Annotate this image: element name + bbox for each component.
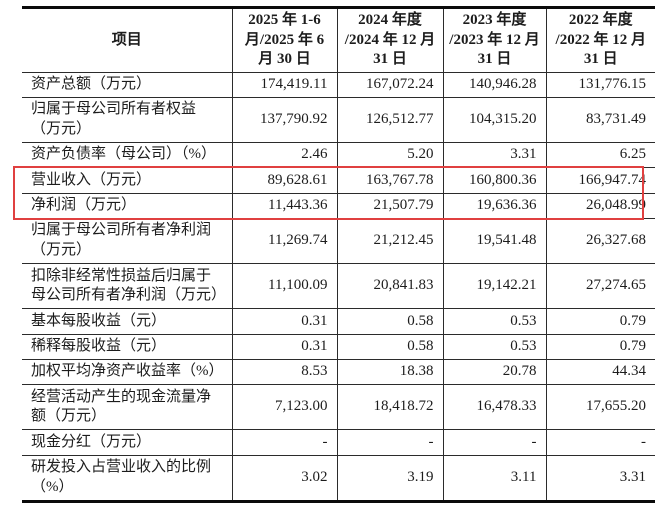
row-value: 21,507.79 xyxy=(336,192,444,219)
row-value: 3.11 xyxy=(442,454,547,503)
row-value: 104,315.20 xyxy=(442,96,547,144)
row-item-label: 归属于母公司所有者净利润（万元） xyxy=(22,217,233,265)
row-value: 2.46 xyxy=(231,142,338,169)
row-value: 11,269.74 xyxy=(231,217,338,265)
row-value: 11,443.36 xyxy=(231,192,338,219)
row-item-label: 研发投入占营业收入的比例（%） xyxy=(22,454,233,503)
row-value: 0.53 xyxy=(442,308,547,335)
row-value: 83,731.49 xyxy=(545,96,655,144)
row-value: 163,767.78 xyxy=(336,167,444,194)
row-value: - xyxy=(545,429,655,456)
row-value: 137,790.92 xyxy=(231,96,338,144)
row-value: 27,274.65 xyxy=(545,263,655,310)
row-value: 16,478.33 xyxy=(442,384,547,431)
row-item-label: 净利润（万元） xyxy=(22,192,233,219)
row-item-label: 营业收入（万元） xyxy=(22,167,233,194)
row-value: - xyxy=(442,429,547,456)
table-row: 资产总额（万元） 174,419.11 167,072.24 140,946.28 13… xyxy=(22,71,655,98)
table-row: 加权平均净资产收益率（%） 8.53 18.38 20.78 44.34 xyxy=(22,358,655,386)
row-item-label: 稀释每股收益（元） xyxy=(22,333,233,360)
table-row: 基本每股收益（元） 0.31 0.58 0.53 0.79 xyxy=(22,308,655,335)
row-value: 6.25 xyxy=(545,142,655,169)
row-value: 3.31 xyxy=(442,142,547,169)
row-item-label: 现金分红（万元） xyxy=(22,429,233,456)
table-row: 经营活动产生的现金流量净额（万元） 7,123.00 18,418.72 16,478… xyxy=(22,384,655,431)
column-header-item: 项目 xyxy=(22,7,233,73)
row-value: 167,072.24 xyxy=(336,71,444,98)
row-value: - xyxy=(336,429,444,456)
row-value: 3.19 xyxy=(336,454,444,503)
row-value: 131,776.15 xyxy=(545,71,655,98)
row-value: 0.31 xyxy=(231,308,338,335)
table-row: 归属于母公司所有者权益（万元） 137,790.92 126,512.77 104,3… xyxy=(22,96,655,144)
row-item-label: 经营活动产生的现金流量净额（万元） xyxy=(22,384,233,431)
column-header-fy2023: 2023 年度 /2023 年 12 月 31 日 xyxy=(442,7,547,73)
row-value: - xyxy=(231,429,338,456)
header-row: 项目 2025 年 1-6 月/2025 年 6 月 30 日 2024 年度 /2… xyxy=(22,7,655,73)
row-item-label: 资产总额（万元） xyxy=(22,71,233,98)
financial-summary-table: 项目 2025 年 1-6 月/2025 年 6 月 30 日 2024 年度 /2… xyxy=(22,6,655,503)
row-value: 18.38 xyxy=(336,358,444,386)
row-value: 3.31 xyxy=(545,454,655,503)
row-value: 19,142.21 xyxy=(442,263,547,310)
row-item-label: 扣除非经常性损益后归属于母公司所有者净利润（万元） xyxy=(22,263,233,310)
table-row: 营业收入（万元） 89,628.61 163,767.78 160,800.36 166… xyxy=(22,167,655,194)
table-row: 归属于母公司所有者净利润（万元） 11,269.74 21,212.45 19,541… xyxy=(22,217,655,265)
row-item-label: 归属于母公司所有者权益（万元） xyxy=(22,96,233,144)
row-value: 160,800.36 xyxy=(442,167,547,194)
row-value: 21,212.45 xyxy=(336,217,444,265)
table-row: 资产负债率（母公司）（%） 2.46 5.20 3.31 6.25 xyxy=(22,142,655,169)
row-value: 0.31 xyxy=(231,333,338,360)
table-row: 净利润（万元） 11,443.36 21,507.79 19,636.36 26,048… xyxy=(22,192,655,219)
row-value: 19,636.36 xyxy=(442,192,547,219)
row-value: 3.02 xyxy=(231,454,338,503)
row-value: 26,048.99 xyxy=(545,192,655,219)
table-row: 研发投入占营业收入的比例（%） 3.02 3.19 3.11 3.31 xyxy=(22,454,655,503)
row-value: 174,419.11 xyxy=(231,71,338,98)
column-header-fy2024: 2024 年度 /2024 年 12 月 31 日 xyxy=(336,7,444,73)
row-value: 20,841.83 xyxy=(336,263,444,310)
column-header-p2025h1: 2025 年 1-6 月/2025 年 6 月 30 日 xyxy=(231,7,338,73)
column-header-fy2022: 2022 年度 /2022 年 12 月 31 日 xyxy=(545,7,655,73)
row-value: 11,100.09 xyxy=(231,263,338,310)
row-value: 7,123.00 xyxy=(231,384,338,431)
row-value: 140,946.28 xyxy=(442,71,547,98)
row-value: 20.78 xyxy=(442,358,547,386)
row-value: 0.58 xyxy=(336,333,444,360)
row-value: 89,628.61 xyxy=(231,167,338,194)
row-value: 19,541.48 xyxy=(442,217,547,265)
row-value: 0.53 xyxy=(442,333,547,360)
row-value: 166,947.74 xyxy=(545,167,655,194)
row-value: 17,655.20 xyxy=(545,384,655,431)
row-value: 26,327.68 xyxy=(545,217,655,265)
row-value: 0.58 xyxy=(336,308,444,335)
table-row: 现金分红（万元） - - - - xyxy=(22,429,655,456)
row-value: 5.20 xyxy=(336,142,444,169)
table-row: 扣除非经常性损益后归属于母公司所有者净利润（万元） 11,100.09 20,841… xyxy=(22,263,655,310)
row-value: 0.79 xyxy=(545,308,655,335)
row-value: 44.34 xyxy=(545,358,655,386)
row-item-label: 加权平均净资产收益率（%） xyxy=(22,358,233,386)
row-item-label: 基本每股收益（元） xyxy=(22,308,233,335)
row-value: 0.79 xyxy=(545,333,655,360)
table-row: 稀释每股收益（元） 0.31 0.58 0.53 0.79 xyxy=(22,333,655,360)
table-body: 资产总额（万元） 174,419.11 167,072.24 140,946.28 13… xyxy=(22,71,655,503)
row-item-label: 资产负债率（母公司）（%） xyxy=(22,142,233,169)
row-value: 126,512.77 xyxy=(336,96,444,144)
row-value: 8.53 xyxy=(231,358,338,386)
row-value: 18,418.72 xyxy=(336,384,444,431)
